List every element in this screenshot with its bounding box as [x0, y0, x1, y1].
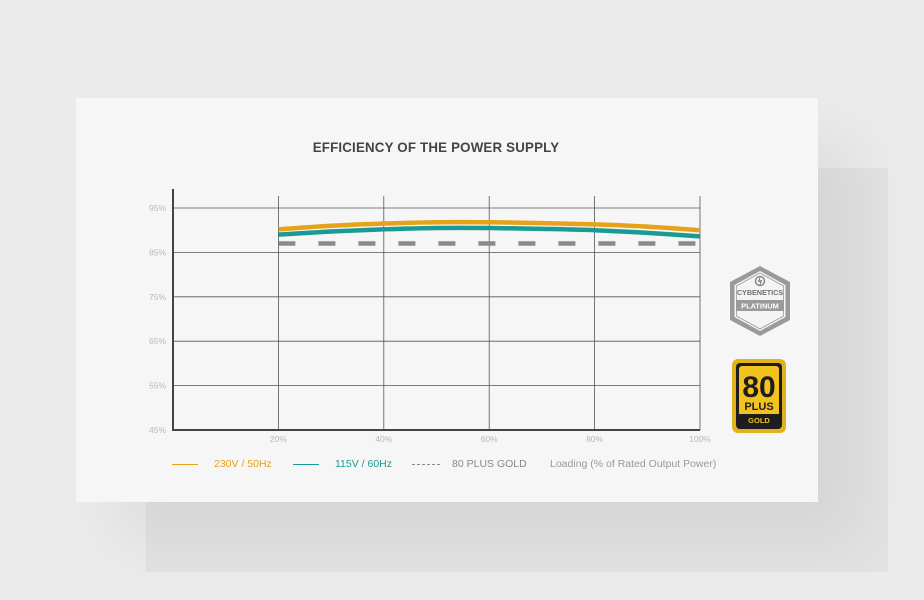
chart-axes [172, 189, 700, 431]
y-tick-label: 95% [149, 203, 166, 213]
series-group [278, 219, 701, 246]
80plus-number: 80 [742, 371, 775, 404]
legend-item-80plus-gold: 80 PLUS GOLD [412, 458, 527, 470]
cybenetics-tier-text: PLATINUM [741, 302, 779, 311]
80plus-tier-band [739, 414, 779, 426]
cybenetics-bolt-icon [757, 277, 763, 285]
legend-swatch-80plus-gold [412, 463, 440, 465]
y-tick-label: 75% [149, 292, 166, 302]
x-axis-label-item: Loading (% of Rated Output Power) [550, 458, 716, 470]
cybenetics-badge-ring [736, 272, 784, 330]
legend-item-115v: 115V / 60Hz [293, 458, 392, 470]
x-tick-label: 20% [270, 434, 287, 444]
cybenetics-text: CYBENETICS [737, 288, 784, 297]
x-axis-label: Loading (% of Rated Output Power) [550, 458, 717, 470]
x-tick-labels: 20% 40% 60% 80% 100% [270, 434, 711, 444]
chart-card [76, 98, 818, 502]
80plus-tier-text: GOLD [748, 416, 770, 425]
x-tick-label: 60% [481, 434, 498, 444]
x-tick-label: 100% [689, 434, 711, 444]
y-tick-label: 65% [149, 336, 166, 346]
legend-swatch-115v [293, 463, 319, 465]
legend-label-230v: 230V / 50Hz [214, 458, 272, 470]
y-tick-label: 45% [149, 425, 166, 435]
cybenetics-tier-band [736, 300, 784, 311]
80plus-gold-badge: 80 PLUS GOLD [732, 359, 786, 433]
x-tick-label: 40% [375, 434, 392, 444]
80plus-plus-text: PLUS [744, 401, 773, 413]
series-line-115v-60hz [278, 225, 701, 239]
legend-label-115v: 115V / 60Hz [335, 458, 393, 470]
y-tick-label: 55% [149, 381, 166, 391]
legend-label-80plus-gold: 80 PLUS GOLD [452, 458, 527, 470]
cybenetics-logo-icon [754, 275, 766, 287]
chart-title: EFFICIENCY OF THE POWER SUPPLY [312, 139, 560, 155]
x-tick-label: 80% [586, 434, 603, 444]
y-tick-label: 85% [149, 247, 166, 257]
cybenetics-platinum-badge: CYBENETICS PLATINUM [730, 266, 790, 336]
legend-swatch-230v [172, 463, 198, 465]
y-tick-labels: 95% 85% 75% 65% 55% 45% [149, 203, 166, 435]
legend-item-230v: 230V / 50Hz [172, 458, 272, 470]
series-line-230v-50hz [278, 219, 701, 233]
80plus-badge-face [739, 366, 779, 426]
